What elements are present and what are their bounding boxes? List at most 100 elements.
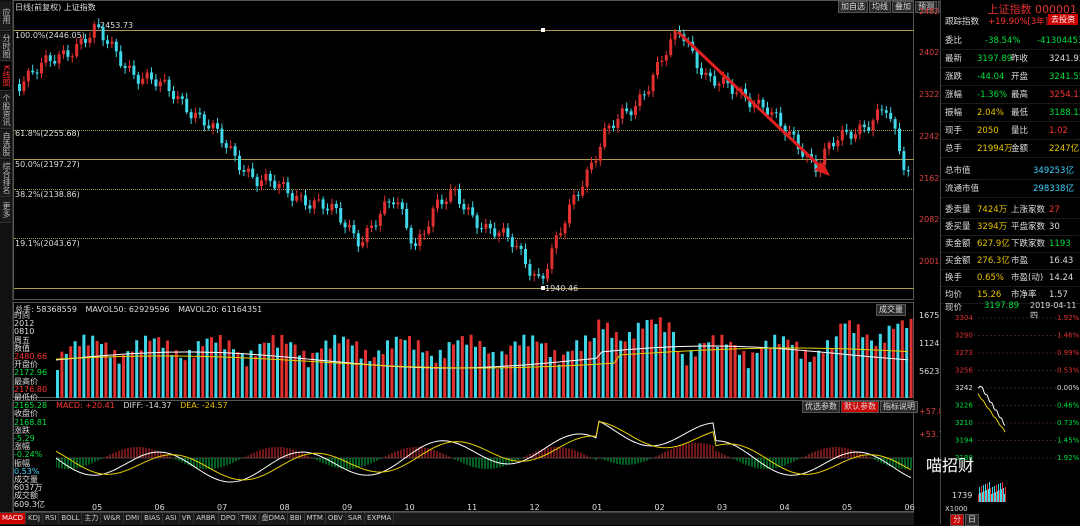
indicator-tab[interactable]: MTM: [305, 513, 326, 524]
indicator-tab[interactable]: ASI: [163, 513, 180, 524]
indicator-tab[interactable]: DPO: [219, 513, 239, 524]
candle-body: [334, 203, 338, 209]
volume-bar: [381, 354, 385, 398]
candle-body: [317, 199, 321, 201]
mini-volume-bar: [978, 494, 979, 502]
indicator-tab[interactable]: SAR: [346, 513, 366, 524]
indicator-tab[interactable]: EXPMA: [365, 513, 395, 524]
optimal-params-button[interactable]: 优选参数: [802, 401, 840, 413]
volume-bar: [777, 344, 781, 398]
quote-cell: 下跌家数: [1011, 239, 1046, 249]
fib-handle-top[interactable]: [541, 28, 545, 32]
candle-body: [167, 79, 171, 91]
indicator-tab[interactable]: 盘DMA: [260, 513, 288, 524]
quote-cell: 振幅: [945, 108, 963, 118]
candle-body: [612, 125, 615, 128]
mini-axis-right: 1.92%: [1057, 314, 1080, 322]
x-axis-tick: 05: [92, 503, 103, 512]
candle-body: [304, 195, 307, 206]
readout-date: 0810: [14, 327, 35, 337]
overlay-button[interactable]: 叠加: [892, 1, 914, 13]
tab-timeshare[interactable]: 分时图: [0, 32, 11, 61]
candle-body: [202, 114, 206, 126]
candle-body: [884, 110, 888, 113]
quote-cell: 流通市值: [945, 184, 980, 194]
indicator-tab[interactable]: KDJ: [26, 513, 44, 524]
indicator-tab[interactable]: OBV: [326, 513, 346, 524]
indicator-tab[interactable]: BBI: [288, 513, 305, 524]
candle-body: [409, 227, 413, 244]
volume-bar: [188, 349, 191, 398]
fib-handle-bottom[interactable]: [541, 286, 545, 290]
tab-day[interactable]: 日: [965, 514, 979, 526]
tab-watchlist[interactable]: 自选股: [0, 130, 11, 159]
indicator-tab[interactable]: TRIX: [239, 513, 260, 524]
volume-bar: [372, 357, 376, 398]
volume-bar: [474, 346, 477, 398]
indicator-tab[interactable]: RSI: [43, 513, 60, 524]
mini-axis-left: 3273: [955, 349, 973, 357]
volume-bar: [584, 335, 587, 398]
quote-cell: 上涨家数: [1011, 205, 1046, 215]
indicator-tab[interactable]: MACD: [0, 513, 26, 524]
forecast-button[interactable]: 预测: [915, 1, 937, 13]
volume-bar: [170, 354, 174, 398]
mini-volume-bar: [996, 485, 997, 502]
candle-body: [176, 96, 180, 100]
candle-body: [572, 194, 576, 205]
candle-body: [242, 170, 246, 172]
candle-body: [893, 119, 897, 129]
volume-bar: [808, 361, 812, 398]
x-axis-tick: 01: [592, 503, 603, 512]
volume-indicator-button[interactable]: 成交量: [876, 304, 906, 316]
candle-body: [260, 180, 263, 187]
tab-more[interactable]: 更多: [0, 198, 11, 223]
tab-kline[interactable]: K线图: [0, 62, 11, 91]
readout-close: 2168.81: [14, 417, 48, 427]
ma-button[interactable]: 均线: [869, 1, 891, 13]
tab-stock-news[interactable]: 个股资讯: [0, 92, 11, 129]
volume-bar: [619, 340, 623, 398]
indicator-tab[interactable]: W&R: [101, 513, 124, 524]
macd-pane[interactable]: [13, 400, 914, 512]
indicator-tab[interactable]: ARBR: [194, 513, 219, 524]
indicator-tab[interactable]: 主力: [82, 513, 102, 524]
volume-bar: [632, 338, 636, 398]
add-watchlist-button[interactable]: 加自选: [838, 1, 868, 13]
candle-body: [770, 112, 774, 115]
quote-cell: 最低: [1011, 108, 1029, 118]
volume-bar: [892, 328, 895, 398]
candle-body: [836, 140, 840, 147]
tab-minute[interactable]: 分: [950, 514, 964, 526]
indicator-tab[interactable]: BIAS: [142, 513, 164, 524]
quote-row: 涨幅 -1.36%最高 3254.13: [941, 88, 1080, 104]
volume-bar: [504, 354, 508, 398]
candle-body: [75, 44, 79, 57]
tab-apps[interactable]: 应用: [0, 2, 11, 31]
indicator-tab[interactable]: BOLL: [59, 513, 83, 524]
default-params-button[interactable]: 默认参数: [841, 401, 879, 413]
volume-bar: [751, 352, 755, 398]
candle-body: [603, 128, 607, 148]
indicator-tab[interactable]: VR: [180, 513, 195, 524]
invest-button[interactable]: 去投资: [1048, 14, 1078, 25]
volume-bar: [100, 343, 103, 398]
quote-cell: 买金额: [945, 256, 971, 266]
mini-volume-bar: [997, 491, 998, 502]
indicator-tab[interactable]: DMI: [124, 513, 143, 524]
candle-body: [119, 51, 123, 66]
fib-label-100: 100.0%(2446.05): [15, 31, 85, 40]
track-index-value: +19.90%[3年]: [988, 17, 1049, 27]
mini-volume-bar: [991, 494, 992, 502]
mini-volume-bar: [992, 487, 993, 502]
candle-body: [783, 125, 787, 135]
track-index-label: 跟踪指数: [945, 17, 980, 27]
candlestick-series: [18, 18, 910, 285]
candle-body: [700, 68, 703, 75]
volume-bar: [416, 340, 420, 398]
volume-total: 总手: 58368559: [15, 305, 77, 314]
volume-bar: [86, 345, 90, 398]
indicator-help-button[interactable]: 指标说明: [880, 401, 918, 413]
kline-chart-pane[interactable]: [13, 0, 914, 300]
tab-ranking[interactable]: 综合排名: [0, 160, 11, 197]
